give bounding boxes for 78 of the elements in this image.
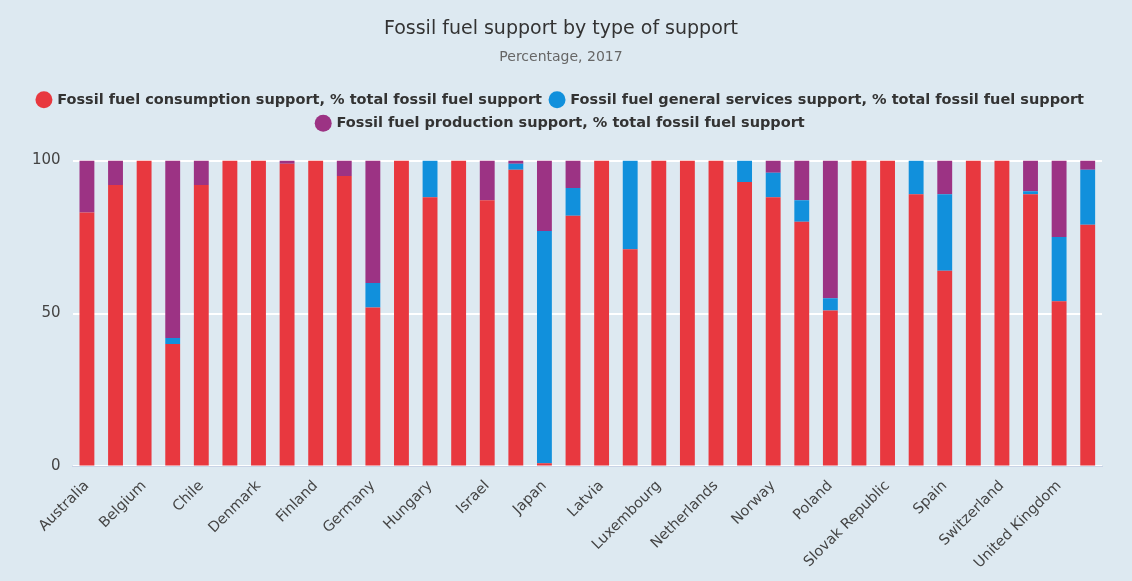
bar bbox=[508, 169, 524, 466]
bar bbox=[1051, 301, 1067, 466]
bar bbox=[394, 160, 409, 466]
bar bbox=[994, 160, 1010, 466]
bar bbox=[822, 310, 838, 466]
bar bbox=[165, 337, 181, 345]
bar bbox=[336, 175, 352, 466]
bar bbox=[536, 230, 552, 464]
bar bbox=[422, 197, 438, 466]
bar bbox=[622, 160, 638, 250]
bar bbox=[1023, 194, 1038, 466]
bar bbox=[937, 160, 953, 195]
bar bbox=[479, 200, 495, 466]
bar bbox=[965, 160, 981, 466]
bar bbox=[365, 282, 381, 308]
bar bbox=[508, 160, 524, 164]
bar bbox=[880, 160, 895, 466]
bar bbox=[279, 163, 295, 466]
bar bbox=[536, 160, 552, 231]
bar bbox=[794, 200, 810, 222]
bar bbox=[451, 160, 467, 466]
bar bbox=[365, 307, 381, 466]
bar bbox=[908, 160, 924, 195]
bar bbox=[651, 160, 667, 466]
bar bbox=[251, 160, 266, 466]
bar bbox=[1080, 169, 1096, 225]
bar bbox=[1023, 191, 1038, 195]
bar bbox=[679, 160, 695, 466]
bar bbox=[108, 160, 123, 186]
bar bbox=[165, 160, 181, 338]
chart-title: Fossil fuel support by type of support bbox=[383, 16, 739, 39]
bar bbox=[708, 160, 724, 466]
bar bbox=[279, 160, 295, 164]
chart-subtitle: Percentage, 2017 bbox=[499, 47, 623, 64]
bar bbox=[794, 221, 810, 466]
bar bbox=[193, 160, 209, 186]
bar bbox=[1023, 160, 1038, 192]
bar bbox=[822, 298, 838, 311]
bar bbox=[1080, 224, 1096, 466]
bar bbox=[536, 463, 552, 466]
bar bbox=[565, 188, 581, 216]
bar bbox=[937, 194, 953, 271]
bar bbox=[79, 212, 95, 466]
bar bbox=[308, 160, 324, 466]
bar bbox=[737, 160, 753, 183]
y-tick-label: 0 bbox=[51, 456, 61, 475]
bar bbox=[937, 270, 953, 466]
bar bbox=[136, 160, 152, 466]
bar bbox=[1051, 237, 1067, 302]
y-tick-label: 100 bbox=[31, 150, 61, 169]
bar bbox=[193, 185, 209, 466]
bar bbox=[365, 160, 381, 283]
bar bbox=[851, 160, 867, 466]
bar bbox=[908, 194, 924, 466]
bar bbox=[222, 160, 238, 466]
bar bbox=[565, 160, 581, 189]
legend-label: Fossil fuel production support, % total fossil fuel support bbox=[336, 114, 805, 131]
bar bbox=[622, 249, 638, 466]
bar bbox=[765, 197, 781, 466]
legend-label: Fossil fuel general services support, % total fossil fuel support bbox=[570, 90, 1085, 107]
legend-label: Fossil fuel consumption support, % total fossil fuel support bbox=[57, 90, 543, 107]
bar bbox=[479, 160, 495, 201]
bar bbox=[594, 160, 610, 466]
bar bbox=[336, 160, 352, 176]
bar bbox=[794, 160, 810, 201]
bar bbox=[765, 172, 781, 198]
bar bbox=[822, 160, 838, 299]
bar bbox=[1080, 160, 1096, 170]
bar bbox=[422, 160, 438, 198]
bar bbox=[108, 185, 123, 466]
bar bbox=[737, 182, 753, 466]
bar bbox=[165, 344, 181, 466]
bar bbox=[79, 160, 95, 213]
bar bbox=[565, 215, 581, 466]
bar bbox=[508, 163, 524, 170]
bar bbox=[765, 160, 781, 173]
y-tick-label: 50 bbox=[41, 303, 61, 322]
bar bbox=[1051, 160, 1067, 238]
